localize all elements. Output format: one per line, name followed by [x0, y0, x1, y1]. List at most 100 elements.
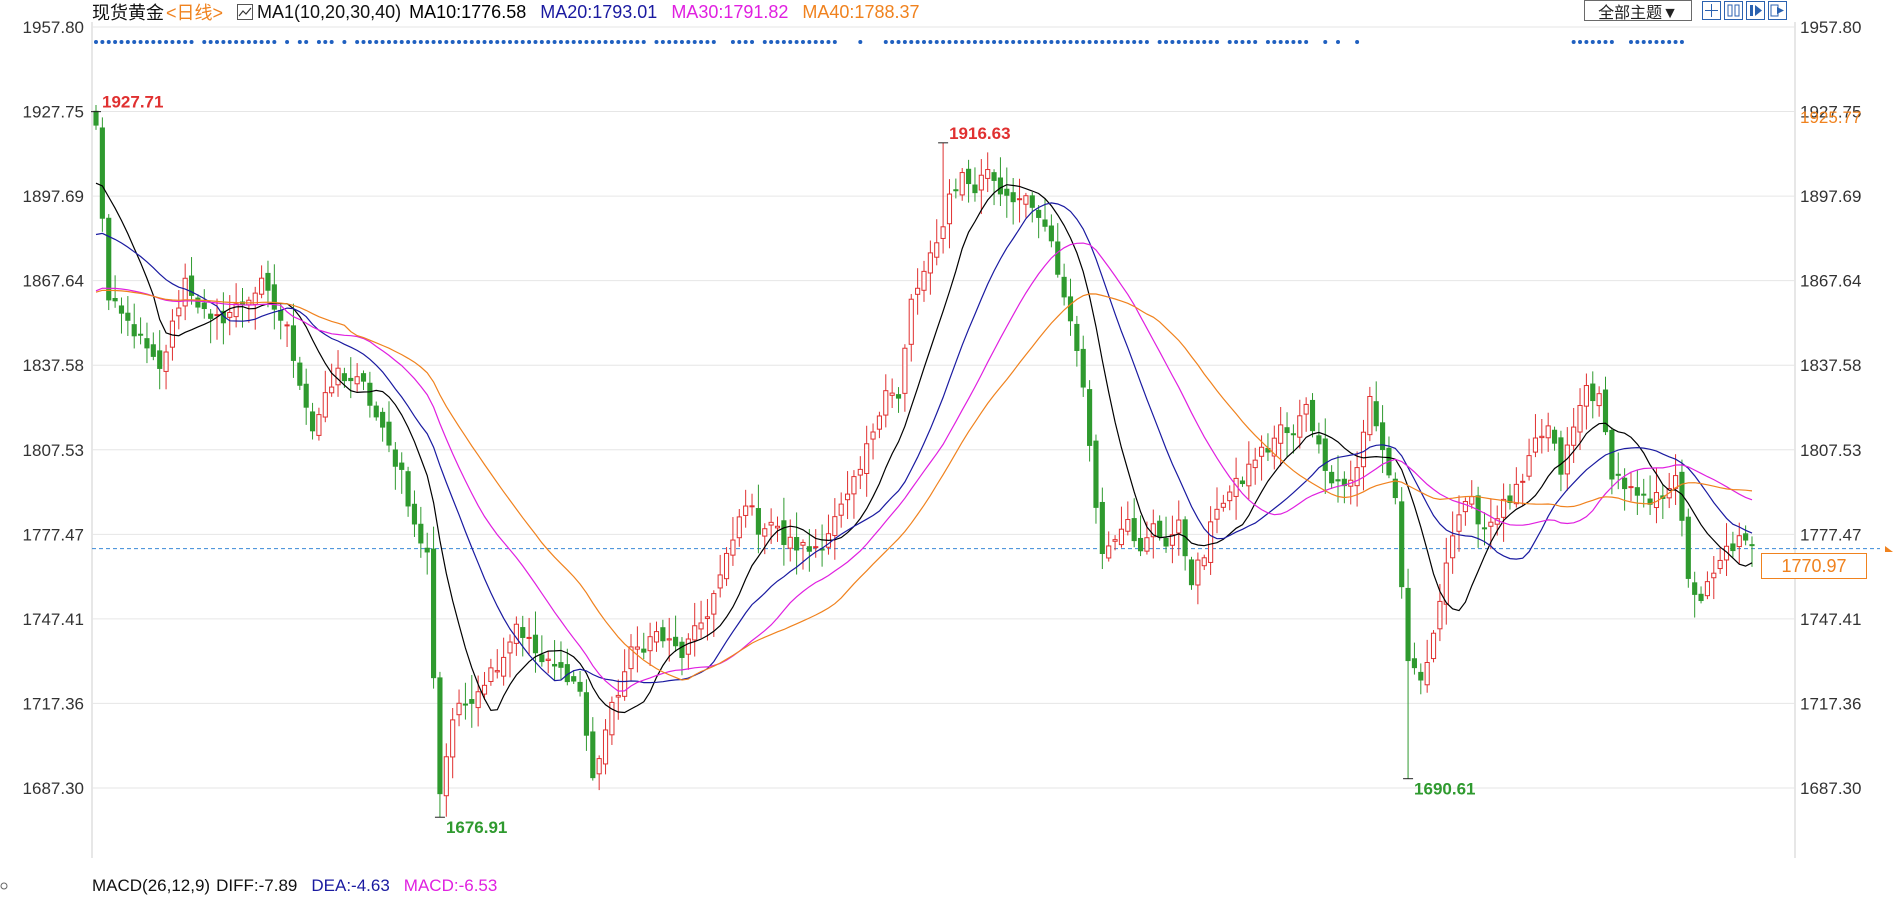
candle-down — [1749, 544, 1755, 547]
signal-dot — [1208, 40, 1213, 44]
candle-down — [1335, 479, 1341, 482]
signal-dot — [915, 40, 920, 44]
candle-down — [469, 699, 475, 704]
candle-down — [1373, 401, 1379, 427]
candle-down — [208, 313, 214, 319]
candle-up — [749, 505, 755, 508]
signal-dot — [106, 40, 111, 44]
candle-down — [360, 373, 367, 382]
signal-dot — [495, 40, 500, 44]
extreme-label: 1690.61 — [1414, 780, 1475, 799]
candle-down — [679, 641, 685, 658]
candle-up — [1246, 463, 1252, 487]
candle-down — [966, 168, 972, 185]
candle-up — [1488, 521, 1494, 527]
candle-up — [889, 392, 895, 396]
candle-down — [1010, 192, 1016, 203]
candle-down — [392, 449, 398, 467]
theme-dropdown[interactable]: 全部主题▼ — [1584, 0, 1692, 22]
signal-dot — [972, 40, 977, 44]
signal-dot — [1234, 40, 1239, 44]
candle-up — [596, 758, 602, 775]
candle-up — [1360, 431, 1367, 468]
candle-up — [1016, 198, 1023, 201]
exit-icon[interactable] — [1768, 1, 1787, 20]
candle-up — [1303, 403, 1309, 415]
signal-dot — [399, 40, 404, 44]
candle-up — [1150, 523, 1156, 538]
candle-up — [322, 392, 328, 418]
signal-dot — [1113, 40, 1118, 44]
crosshair-icon[interactable] — [1702, 1, 1721, 20]
candle-up — [698, 622, 704, 630]
candle-down — [112, 297, 118, 302]
period-label[interactable]: <日线> — [166, 3, 224, 23]
candle-down — [1730, 543, 1736, 552]
candle-up — [1469, 496, 1475, 505]
ma10-line — [95, 182, 1753, 714]
candle-down — [1481, 527, 1488, 530]
signal-dot — [1195, 40, 1200, 44]
candle-up — [1220, 502, 1226, 508]
candle-up — [832, 516, 838, 536]
play-icon[interactable] — [1746, 1, 1765, 20]
candle-down — [590, 731, 596, 779]
signal-dot — [762, 40, 767, 44]
candle-down — [118, 305, 125, 314]
signal-dot — [953, 40, 958, 44]
signal-dot — [584, 40, 589, 44]
signal-dot — [571, 40, 576, 44]
signal-dot — [508, 40, 512, 44]
signal-dot — [1641, 40, 1646, 44]
signal-dot — [775, 40, 780, 44]
candle-down — [1698, 593, 1704, 602]
indicator-name[interactable]: MA1(10,20,30,40) — [257, 1, 402, 22]
signal-dot — [597, 40, 602, 44]
candle-down — [577, 681, 583, 692]
signal-dot — [705, 40, 710, 44]
candle-down — [1399, 501, 1405, 588]
signal-dot — [1609, 40, 1614, 44]
columns-icon[interactable] — [1724, 1, 1743, 20]
signal-dot — [1297, 40, 1302, 44]
candle-down — [1558, 437, 1564, 475]
signal-dot — [1183, 40, 1188, 44]
signal-dot — [1119, 40, 1124, 44]
candle-up — [1144, 537, 1150, 552]
candle-down — [972, 184, 978, 194]
candle-up — [1526, 455, 1532, 477]
candle-up — [1208, 521, 1214, 563]
signal-dot — [285, 40, 290, 44]
candle-up — [176, 307, 182, 317]
candle-up — [978, 174, 984, 191]
candle-up — [736, 516, 742, 539]
candle-down — [348, 377, 354, 382]
signal-dot — [1578, 40, 1583, 44]
candle-up — [501, 656, 507, 677]
signal-dot — [743, 40, 748, 44]
candle-down — [341, 373, 347, 382]
candle-down — [1590, 383, 1596, 402]
candle-down — [1418, 671, 1424, 681]
candle-down — [106, 217, 112, 301]
signal-dot — [1584, 40, 1589, 44]
signal-dot — [176, 40, 181, 44]
signal-dot — [431, 40, 436, 44]
candle-up — [1424, 661, 1430, 686]
signal-dot — [1304, 40, 1309, 44]
current-price-tag: 1770.97 — [1761, 553, 1867, 579]
signal-dot — [514, 40, 519, 44]
candle-down — [997, 177, 1004, 195]
signal-dot — [1081, 40, 1086, 44]
candle-up — [259, 277, 265, 295]
grid — [91, 22, 1893, 858]
signal-dot — [616, 40, 621, 44]
candle-up — [1278, 424, 1284, 444]
candle-down — [1692, 582, 1698, 595]
candle-up — [233, 303, 239, 318]
candle-down — [1099, 501, 1105, 555]
signal-dot — [393, 40, 398, 44]
instrument-title: 现货黄金 — [92, 3, 164, 23]
candle-down — [462, 703, 468, 706]
